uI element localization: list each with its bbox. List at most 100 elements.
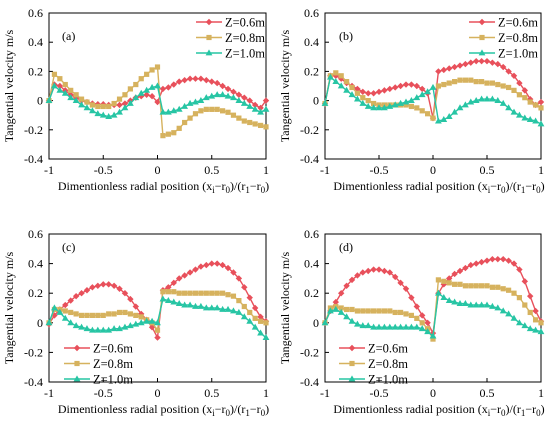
data-point <box>241 94 248 101</box>
data-point <box>241 284 248 291</box>
y-tick-label: 0.6 <box>28 227 43 241</box>
data-point <box>359 322 367 329</box>
data-point <box>510 314 518 321</box>
data-point <box>419 108 425 114</box>
y-axis-label: Tangential velocity m/s <box>2 29 16 142</box>
data-point <box>537 328 545 335</box>
data-point <box>137 319 145 326</box>
data-point <box>175 105 183 112</box>
legend-label: Z=1.0m <box>368 373 408 387</box>
data-point <box>209 106 215 112</box>
data-point <box>213 260 221 267</box>
data-point <box>78 290 85 297</box>
data-point <box>440 115 448 122</box>
data-point <box>484 283 490 289</box>
data-point <box>360 95 366 101</box>
data-point <box>424 319 431 326</box>
data-point <box>67 94 75 101</box>
data-point <box>435 289 442 296</box>
data-point <box>521 322 529 329</box>
x-axis-label-formula: ) <box>265 402 269 416</box>
data-point <box>240 99 248 106</box>
x-axis-label: Dimentionless radial position (xi−r0)/(r… <box>333 402 544 418</box>
x-axis-label-subscript: 1 <box>521 408 526 418</box>
data-point <box>116 108 123 115</box>
y-tick-label: -0.2 <box>300 345 319 359</box>
x-axis-label: Dimentionless radial position (xi−r0)/(r… <box>58 402 269 418</box>
data-point <box>500 286 506 292</box>
data-point <box>235 275 243 282</box>
data-point <box>430 336 436 342</box>
data-point <box>505 257 512 264</box>
x-axis-label-formula: (x <box>478 179 488 193</box>
data-point <box>95 103 101 110</box>
data-point <box>510 72 518 79</box>
data-point <box>408 81 415 88</box>
data-point <box>105 113 113 120</box>
data-point <box>230 88 237 96</box>
data-point <box>473 283 479 289</box>
data-point <box>371 308 377 314</box>
data-point <box>176 78 183 85</box>
data-point <box>403 102 409 108</box>
data-point <box>78 323 85 330</box>
data-point <box>446 275 453 282</box>
x-tick-label: 0.5 <box>480 386 495 400</box>
data-point <box>246 317 254 324</box>
data-point <box>337 82 345 89</box>
data-point <box>343 86 350 93</box>
data-point <box>327 73 334 80</box>
data-point <box>489 302 496 309</box>
data-point <box>175 299 183 306</box>
data-point <box>462 101 469 108</box>
data-point <box>456 299 464 306</box>
x-tick-label: 0.5 <box>204 163 219 177</box>
data-point <box>533 102 539 108</box>
data-point <box>381 87 388 94</box>
data-point <box>327 307 334 314</box>
data-point <box>413 82 420 90</box>
legend-marker <box>479 34 485 41</box>
data-point <box>240 313 248 320</box>
data-point <box>468 77 474 83</box>
data-point <box>478 258 485 266</box>
data-point <box>208 78 215 85</box>
data-point <box>537 98 545 106</box>
data-point <box>391 323 399 330</box>
data-point <box>213 91 221 98</box>
data-point <box>375 88 383 96</box>
legend-marker <box>348 375 356 382</box>
data-point <box>506 287 512 293</box>
data-point <box>375 104 383 111</box>
y-tick-label: 0.2 <box>304 64 319 78</box>
data-point <box>516 295 522 301</box>
data-point <box>230 307 237 314</box>
data-point <box>213 304 221 311</box>
data-point <box>338 73 344 79</box>
data-point <box>51 304 58 311</box>
data-point <box>192 266 199 273</box>
data-point <box>371 100 377 107</box>
data-point <box>219 261 226 269</box>
data-point <box>187 290 193 296</box>
data-point <box>457 77 463 83</box>
x-axis-label: Dimentionless radial position (xi−r0)/(r… <box>333 179 544 195</box>
data-point <box>462 60 469 68</box>
chart-panel-b: -0.4 -0.2 0 0.2 0.4 0.6 -1 -0.5 0 0.5 1 Tangential … <box>278 6 545 195</box>
data-point <box>170 107 178 114</box>
data-point <box>354 308 360 314</box>
data-point <box>478 95 485 102</box>
data-point <box>397 323 404 330</box>
data-point <box>376 308 382 314</box>
data-point <box>186 75 194 82</box>
data-point <box>381 104 388 111</box>
x-axis-label-formula: )/(r <box>506 402 521 416</box>
data-point <box>451 108 458 115</box>
data-point <box>89 312 95 318</box>
legend-label: Z=0.8m <box>498 31 538 45</box>
x-tick-label: -1 <box>44 386 54 400</box>
data-point <box>203 261 210 269</box>
data-point <box>160 133 166 139</box>
data-point <box>440 294 448 301</box>
data-point <box>252 315 258 321</box>
